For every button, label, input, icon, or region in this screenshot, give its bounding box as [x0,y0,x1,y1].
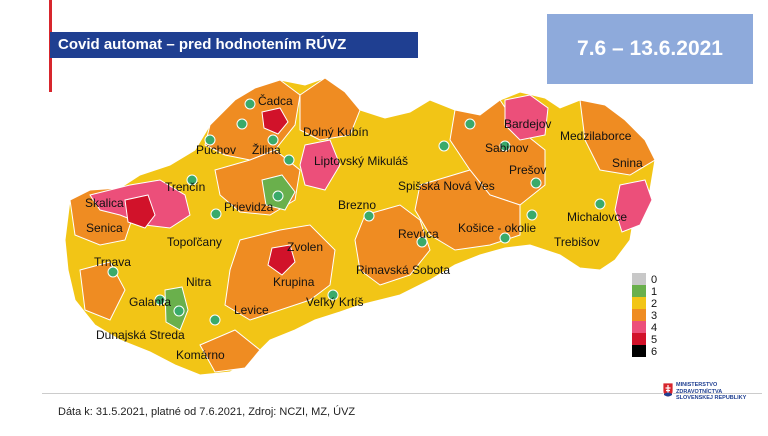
logo-line: ZDRAVOTNÍCTVA [676,388,723,395]
region-label: Dolný Kubín [303,125,368,139]
dot-trnava [107,266,119,278]
region-revuca-rimavska [354,204,431,286]
region-label: Rimavská Sobota [356,263,450,277]
legend-label: 5 [651,334,657,346]
region-label: Michalovce [567,210,627,224]
footer-divider [42,393,762,394]
dot-zilina [267,134,279,146]
legend-swatch [632,285,646,297]
region-label: Žilina [252,142,281,157]
region-label: Komárno [176,348,225,362]
dot-puchov [204,134,216,146]
logo-text: MINISTERSTVO ZDRAVOTNÍCTVA SLOVENSKEJ RE… [676,382,746,402]
region-label: Prešov [509,163,546,177]
region-label: Trenčín [165,180,205,194]
region-label: Brezno [338,198,376,212]
region-label: Snina [612,156,643,170]
legend-label: 4 [651,322,657,334]
region-label: Skalica [85,196,124,210]
region-label: Čadca [258,93,293,108]
dot-presov [530,177,542,189]
legend-swatch [632,273,646,285]
legend-label: 2 [651,298,657,310]
dot-galanta [154,294,166,306]
dot-banovce [210,208,222,220]
region-label: Revúca [398,227,439,241]
region-label: Spišská Nová Ves [398,179,495,193]
region-label: Trebišov [554,235,600,249]
dot-turcianske [283,154,295,166]
region-label: Bardejov [504,117,551,131]
region-komarno-south [199,329,261,373]
dot-cadca [244,98,256,110]
legend-swatch [632,321,646,333]
coat-of-arms-icon [662,382,674,398]
dot-novemesto [186,174,198,186]
region-label: Trnava [94,255,131,269]
region-zvolen-red [267,244,296,276]
legend-label: 6 [651,346,657,358]
page-title: Covid automat – pred hodnotením RÚVZ [58,36,347,53]
legend-label: 3 [651,310,657,322]
dot-brezno [363,210,375,222]
region-label: Medzilaborce [560,129,632,143]
region-liptovsky-mikulas [299,139,341,191]
region-label: Krupina [273,275,315,289]
legend-label: 1 [651,286,657,298]
region-label: Košice - okolie [458,221,536,235]
region-snina [579,99,656,176]
dot-kosice-okolie [499,232,511,244]
dot-sabinov [499,140,511,152]
legend: 0 1 2 3 4 5 6 [632,273,657,358]
region-label: Levice [234,303,269,317]
legend-swatch [632,345,646,357]
region-label: Púchov [196,143,236,157]
region-label: Sabinov [485,141,528,155]
region-label: Topoľčany [167,235,222,249]
region-michalovce-east [614,179,653,233]
logo-line: MINISTERSTVO [676,382,718,388]
date-range-badge: 7.6 – 13.6.2021 [547,14,753,84]
dot-sala [173,305,185,317]
ministry-logo: MINISTERSTVO ZDRAVOTNÍCTVA SLOVENSKEJ RE… [660,380,760,410]
dot-bardejov-west [464,118,476,130]
logo-line: SLOVENSKEJ REPUBLIKY [676,395,747,401]
region-dolny-kubin [299,77,361,141]
region-bardejov [504,94,549,141]
legend-swatch [632,309,646,321]
region-label: Senica [86,221,123,235]
dot-revuca [416,236,428,248]
legend-swatch [632,297,646,309]
dot-levice [209,314,221,326]
dot-michalovce [594,198,606,210]
region-label: Nitra [186,275,212,289]
dot-velkykrtis [327,289,339,301]
region-myjava-red [124,194,156,229]
dot-prievidza [272,190,284,202]
dot-kysucke [236,118,248,130]
legend-swatch [632,333,646,345]
region-cadca-red [261,107,289,135]
dot-spis [438,140,450,152]
dot-kosice [526,209,538,221]
region-label: Dunajská Streda [96,328,185,342]
district-markers [107,98,606,326]
region-label: Galanta [129,295,171,309]
region-label: Zvolen [287,240,323,254]
region-label: Liptovský Mikuláš [314,154,408,168]
region-label: Veľký Krtíš [306,295,364,309]
footer-source: Dáta k: 31.5.2021, platné od 7.6.2021, Z… [58,406,356,418]
region-label: Prievidza [224,200,274,214]
title-bar: Covid automat – pred hodnotením RÚVZ [50,32,418,58]
legend-label: 0 [651,274,657,286]
